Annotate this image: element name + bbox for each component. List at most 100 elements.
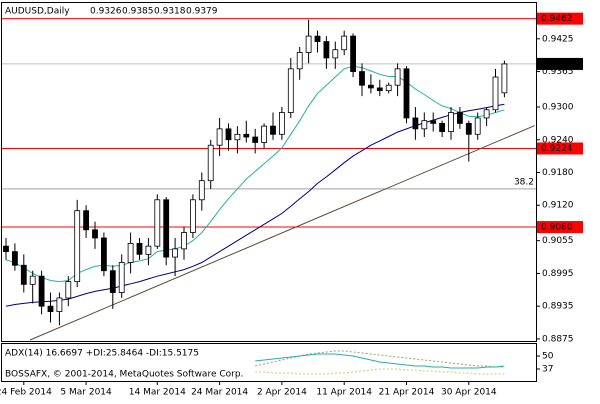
y-tick-label: 0.8875 xyxy=(542,334,574,344)
candle-body xyxy=(216,128,223,146)
candle-body xyxy=(56,297,63,313)
y-tick-label: 0.8995 xyxy=(542,269,574,279)
trendline xyxy=(29,125,535,341)
candle-body xyxy=(163,199,170,258)
indicator-title: ADX(14) 16.6697 +DI:25.8464 -DI:15.5175 xyxy=(5,349,199,359)
candle-body xyxy=(65,281,72,299)
candle-body xyxy=(305,35,312,53)
watermark: BOSSAFX, © 2001-2014, MetaQuotes Softwar… xyxy=(5,370,243,380)
symbol: AUDUSD,Daily xyxy=(5,7,70,17)
level-label: 0.9080 xyxy=(541,223,573,233)
candle-body xyxy=(225,128,232,141)
candle-body xyxy=(189,199,196,233)
y-tick-label: 0.9055 xyxy=(542,236,574,246)
candle-body xyxy=(448,112,454,132)
candle-body xyxy=(421,120,428,130)
y-tick-label: 0.9425 xyxy=(542,34,574,44)
indicator-line xyxy=(255,353,505,369)
candle-body xyxy=(101,237,107,272)
candle-body xyxy=(3,245,9,253)
level-tag xyxy=(537,221,583,234)
level-label: 0.9224 xyxy=(541,144,573,154)
indicator-frame xyxy=(1,343,537,382)
candle-body xyxy=(287,68,294,113)
candle-body xyxy=(118,262,125,293)
candle-body xyxy=(314,35,321,42)
candle-body xyxy=(47,305,54,313)
candle-body xyxy=(350,35,357,72)
candle-body xyxy=(385,84,392,92)
candle-body xyxy=(430,120,437,124)
candle-body xyxy=(394,68,401,86)
indicator-tick-label: 37 xyxy=(542,365,553,375)
candle-body xyxy=(296,52,303,70)
candle-body xyxy=(136,243,143,255)
candle-body xyxy=(38,275,45,307)
y-tick-label: 0.9300 xyxy=(542,103,574,113)
candle-body xyxy=(172,248,179,258)
candle-body xyxy=(359,71,365,86)
header-low: 0.9318 xyxy=(154,7,186,17)
candle-body xyxy=(243,133,250,138)
x-tick-label: 21 Apr 2014 xyxy=(379,388,435,398)
level-tag xyxy=(537,12,583,25)
x-tick-label: 2 Apr 2014 xyxy=(257,388,307,398)
x-tick-label: 24 Feb 2014 xyxy=(0,388,52,398)
moving-average xyxy=(5,65,505,283)
candle-body xyxy=(234,133,241,141)
x-tick-label: 24 Mar 2014 xyxy=(191,388,248,398)
price-tag xyxy=(537,57,583,70)
y-tick-label: 0.9180 xyxy=(542,168,574,178)
candle-body xyxy=(270,125,276,135)
moving-average xyxy=(5,103,505,307)
y-tick-label: 0.9365 xyxy=(542,67,574,77)
candle-body xyxy=(29,275,36,285)
header-open: 0.9326 xyxy=(90,7,122,17)
x-tick-label: 11 Apr 2014 xyxy=(316,388,372,398)
y-tick-label: 0.9240 xyxy=(542,135,574,145)
x-tick-label: 5 Mar 2014 xyxy=(60,388,112,398)
candle-body xyxy=(412,117,419,130)
candle-body xyxy=(145,245,152,255)
candle-body xyxy=(109,270,116,293)
candle-body xyxy=(74,210,81,283)
candle-body xyxy=(501,63,508,94)
indicator-line xyxy=(255,350,505,368)
level-label: 0.9462 xyxy=(541,14,573,24)
candle-body xyxy=(332,49,339,59)
candle-body xyxy=(474,117,481,135)
price-tag-label: 0.9379 xyxy=(541,59,573,69)
candle-body xyxy=(261,125,268,143)
candle-body xyxy=(127,243,134,263)
candle-body xyxy=(376,87,383,92)
candle-body xyxy=(341,35,348,51)
candle-body xyxy=(323,41,330,59)
header-close: 0.9379 xyxy=(186,7,218,17)
level-tag xyxy=(537,142,583,155)
candle-body xyxy=(456,112,463,124)
candle-body xyxy=(465,122,472,135)
candle-body xyxy=(252,136,259,143)
plot xyxy=(2,18,536,341)
x-tick-label: 14 Mar 2014 xyxy=(129,388,186,398)
candle-body xyxy=(439,122,446,132)
candle-body xyxy=(492,76,499,111)
candle-body xyxy=(367,84,374,89)
candle-body xyxy=(83,210,89,231)
header: AUDUSD,Daily 0.9326 0.9385 0.9318 0.9379 xyxy=(5,7,218,17)
candle-body xyxy=(403,68,410,119)
indicator-tick-label: 50 xyxy=(542,352,554,362)
y-tick-label: 0.8935 xyxy=(542,302,574,312)
x-tick-label: 30 Apr 2014 xyxy=(441,388,497,398)
indicator-line xyxy=(255,368,505,375)
candle-body xyxy=(20,264,27,285)
fibo-label: 38.2 xyxy=(514,177,534,187)
header-high: 0.9385 xyxy=(122,7,154,17)
candle-body xyxy=(154,199,161,247)
candle-body xyxy=(278,112,285,135)
candle-body xyxy=(198,180,205,201)
y-tick-label: 0.9120 xyxy=(542,201,574,211)
candle-body xyxy=(207,144,214,182)
candle-body xyxy=(11,251,18,266)
